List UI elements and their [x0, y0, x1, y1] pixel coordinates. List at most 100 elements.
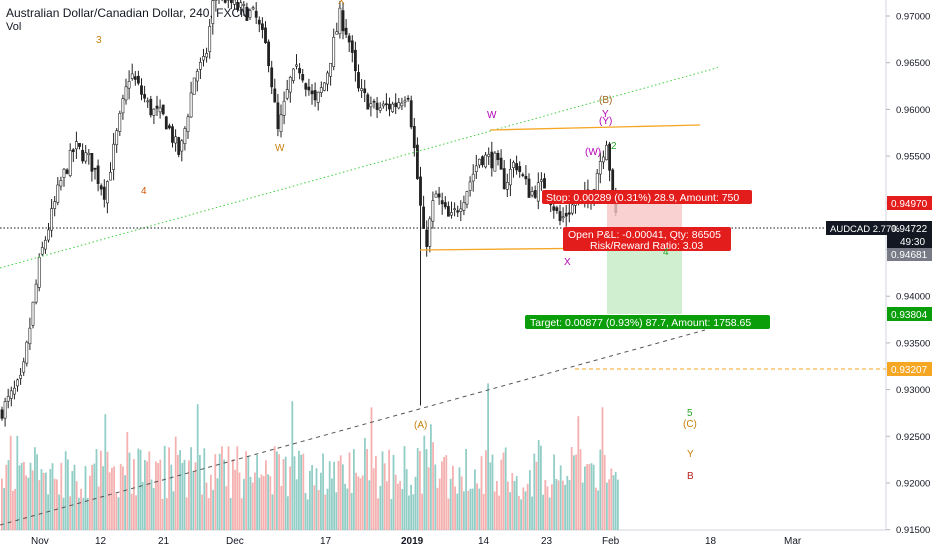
- candle-body: [561, 216, 565, 219]
- volume-bar: [603, 454, 606, 530]
- time-label-18: 18: [705, 536, 717, 547]
- candle-body: [332, 36, 336, 67]
- candle-body: [388, 103, 391, 110]
- candle-body: [270, 67, 274, 88]
- volume-bar: [128, 452, 131, 530]
- symbol-badge[interactable]: [826, 221, 932, 235]
- volume-bar: [469, 488, 472, 530]
- volume-bar: [254, 472, 256, 530]
- volume-bar: [177, 454, 179, 530]
- wave-label-w-orange: W: [275, 143, 285, 154]
- volume-bar: [40, 469, 43, 530]
- candle-body: [406, 97, 410, 100]
- candle-body: [59, 180, 63, 187]
- volume-bar: [12, 490, 14, 530]
- volume-bar: [419, 451, 421, 530]
- volume-bar: [25, 475, 27, 530]
- entry-price-badge[interactable]: [887, 248, 932, 261]
- volume-bar: [460, 476, 463, 530]
- volume-bar: [445, 455, 448, 530]
- volume-bar: [507, 481, 509, 530]
- volume-bar: [377, 498, 379, 530]
- volume-bar: [592, 464, 595, 530]
- target-label-box[interactable]: [525, 315, 770, 329]
- time-label-dec: Dec: [226, 536, 244, 547]
- volume-bar: [155, 461, 157, 530]
- volume-bar: [335, 492, 338, 530]
- volume-bar: [67, 459, 69, 530]
- countdown-text: 49:30: [900, 237, 925, 248]
- volume-histogram: [1, 383, 619, 530]
- candle-body: [214, 0, 218, 1]
- volume-bar: [397, 483, 399, 530]
- time-label-21: 21: [158, 536, 170, 547]
- price-tick-label: 0.92000: [896, 479, 930, 490]
- candle-body: [16, 379, 19, 387]
- volume-bar: [577, 416, 580, 530]
- volume-bar: [203, 448, 206, 530]
- current-price-badge-text: 0.94722: [891, 224, 928, 235]
- channel-top-line[interactable]: [489, 124, 701, 131]
- candle-body: [106, 181, 109, 204]
- volume-bar: [548, 497, 551, 530]
- volume-bar: [62, 497, 65, 530]
- time-label-23: 23: [541, 536, 553, 547]
- volume-bar: [148, 451, 151, 530]
- volume-bar: [487, 383, 489, 530]
- volume-bar: [526, 483, 529, 530]
- time-axis[interactable]: Nov 12 21 Dec 17 2019 14 23 Feb 18 Mar: [31, 536, 802, 547]
- volume-bar: [265, 460, 267, 530]
- candle-body: [338, 7, 342, 35]
- candle-body: [487, 154, 491, 157]
- price-tick-label: 0.93000: [896, 385, 930, 396]
- time-label-12: 12: [95, 536, 107, 547]
- volume-bar: [500, 459, 503, 530]
- volume-bar: [75, 481, 78, 530]
- volume-bar: [562, 480, 564, 530]
- volume-bar: [416, 448, 419, 530]
- volume-bar: [443, 456, 445, 530]
- price-axis[interactable]: 0.970000.965000.960000.955000.950000.945…: [886, 12, 930, 537]
- wave-label-3: 3: [96, 35, 102, 46]
- candle-body: [37, 257, 41, 288]
- orange-level-badge-text: 0.93207: [891, 365, 928, 376]
- candle-body: [152, 108, 156, 116]
- candle-body: [502, 168, 506, 190]
- candle-body: [490, 151, 494, 169]
- orange-level-badge[interactable]: [887, 362, 932, 376]
- volume-bar: [570, 447, 573, 530]
- candle-body: [239, 2, 243, 8]
- green-trendline[interactable]: [0, 66, 721, 269]
- symbol-title[interactable]: Australian Dollar/Canadian Dollar, 240, …: [6, 6, 251, 20]
- candle-body: [409, 100, 413, 128]
- profit-target-zone[interactable]: [607, 248, 682, 314]
- volume-bar: [227, 446, 230, 530]
- volume-bar: [491, 454, 494, 530]
- plot-area[interactable]: [0, 0, 886, 530]
- candle-body: [102, 186, 106, 200]
- stop-price-badge[interactable]: [887, 196, 932, 210]
- wave-label-y-paren: (Y): [599, 116, 612, 127]
- candle-body: [31, 301, 35, 326]
- target-price-badge[interactable]: [887, 307, 932, 321]
- pnl-label: Open P&L: -0.00041, Qty: 86505: [568, 229, 721, 241]
- volume-bar: [183, 459, 186, 530]
- candle-body: [68, 150, 72, 176]
- candle-body: [273, 88, 277, 103]
- candle-body: [65, 169, 69, 174]
- wave-label-5: 5: [687, 408, 693, 419]
- volume-bar: [372, 468, 375, 530]
- candle-body: [443, 202, 447, 208]
- dashed-support-trendline[interactable]: [0, 329, 706, 526]
- volume-bar: [608, 479, 610, 530]
- volume-bar: [579, 449, 582, 530]
- candle-body: [257, 19, 261, 25]
- volume-indicator-label[interactable]: Vol: [6, 21, 22, 33]
- volume-bar: [337, 460, 340, 530]
- pnl-label-box[interactable]: [563, 227, 731, 251]
- volume-bar: [71, 471, 74, 530]
- stop-label-box[interactable]: [542, 190, 752, 204]
- volume-bar: [192, 471, 195, 530]
- candle-body: [512, 161, 515, 168]
